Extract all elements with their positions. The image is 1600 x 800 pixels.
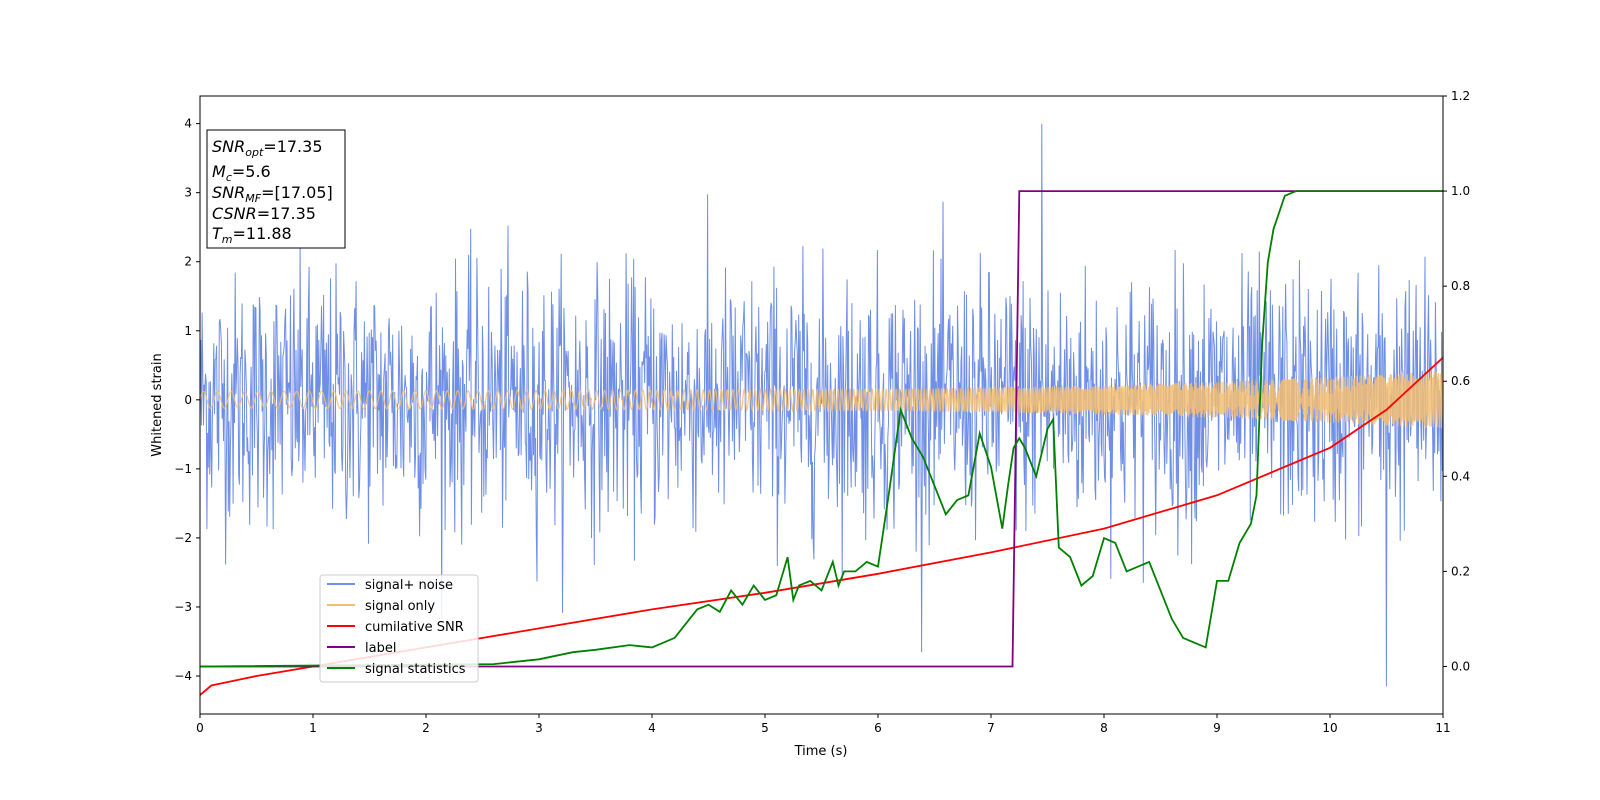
legend: signal+ noise signal only cumilative SNR… — [319, 574, 479, 683]
snr-opt-annotation: SNRopt=17.35 — [212, 137, 323, 159]
legend-label-snr: cumilative SNR — [365, 620, 464, 635]
tm-annotation: Tm=11.88 — [212, 224, 292, 246]
x-tick-label: 2 — [422, 721, 430, 735]
x-tick-label: 9 — [1213, 721, 1221, 735]
y-axis-label: Whitened strain — [150, 353, 165, 456]
x-tick-label: 1 — [309, 721, 317, 735]
y-tick-label-right: 0.2 — [1451, 564, 1470, 578]
x-tick-label: 8 — [1100, 721, 1108, 735]
legend-entry-label: label — [327, 641, 396, 656]
y-tick-label-left: −1 — [174, 462, 192, 476]
y-tick-label-right: 1.2 — [1451, 89, 1470, 103]
y-tick-label-left: 4 — [184, 117, 192, 131]
x-tick-label: 4 — [648, 721, 656, 735]
legend-entry-signal: signal only — [327, 599, 435, 614]
csnr-annotation: CSNR=17.35 — [212, 204, 316, 223]
legend-label-stat: signal statistics — [365, 662, 466, 677]
series-cumulative-snr — [200, 356, 1443, 696]
series-signal-only — [200, 371, 1443, 429]
x-tick-label: 0 — [196, 721, 204, 735]
legend-label-noise: signal+ noise — [365, 578, 453, 593]
x-tick-label: 7 — [987, 721, 995, 735]
snr-mf-annotation: SNRMF=[17.05] — [212, 183, 333, 205]
x-tick-label: 10 — [1322, 721, 1337, 735]
y-tick-label-right: 0.8 — [1451, 279, 1470, 293]
y-tick-label-left: 3 — [184, 186, 192, 200]
x-tick-label: 3 — [535, 721, 543, 735]
legend-entry-stat: signal statistics — [327, 662, 466, 677]
y-tick-label-right: 1.0 — [1451, 184, 1470, 198]
legend-entry-snr: cumilative SNR — [327, 620, 464, 635]
legend-entry-noise: signal+ noise — [327, 578, 453, 593]
mc-annotation: Mc=5.6 — [212, 162, 271, 184]
y-tick-label-left: 0 — [184, 393, 192, 407]
stats-annotation-box: SNRopt=17.35 Mc=5.6 SNRMF=[17.05] CSNR=1… — [206, 129, 346, 249]
x-axis-label: Time (s) — [794, 744, 848, 759]
x-tick-label: 11 — [1435, 721, 1450, 735]
x-tick-label: 6 — [874, 721, 882, 735]
y-tick-label-right: 0.0 — [1451, 659, 1470, 673]
series-signal-statistics — [200, 190, 1443, 668]
legend-label-label: label — [365, 641, 396, 656]
legend-label-signal: signal only — [365, 599, 435, 614]
series-label — [200, 190, 1443, 668]
y-tick-label-left: −3 — [174, 600, 192, 614]
plot-frame — [199, 95, 1444, 715]
y-tick-label-left: −2 — [174, 531, 192, 545]
y-tick-label-right: 0.4 — [1451, 469, 1470, 483]
y-tick-label-right: 0.6 — [1451, 374, 1470, 388]
y-tick-label-left: −4 — [174, 669, 192, 683]
x-tick-label: 5 — [761, 721, 769, 735]
y-tick-label-left: 1 — [184, 324, 192, 338]
y-tick-label-left: 2 — [184, 255, 192, 269]
